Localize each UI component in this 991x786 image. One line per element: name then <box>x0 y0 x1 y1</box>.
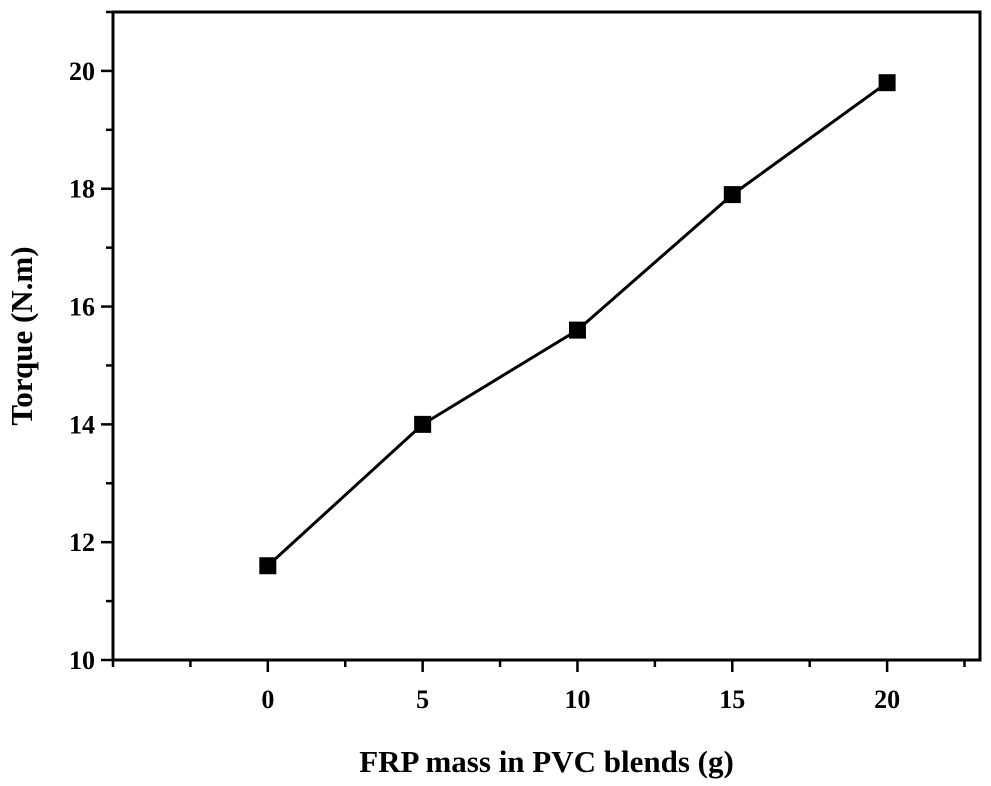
y-tick-label: 10 <box>69 646 95 675</box>
axis-ticks <box>101 10 966 672</box>
data-point-marker <box>723 186 741 204</box>
x-tick-label: 0 <box>261 685 274 714</box>
data-point-marker <box>878 74 896 92</box>
y-tick-label: 12 <box>69 528 95 557</box>
y-tick-label: 18 <box>69 175 95 204</box>
data-point-marker <box>568 321 586 339</box>
y-axis-title: Torque (N.m) <box>4 246 39 425</box>
series-line-segment <box>576 193 734 332</box>
tick-labels: 0 5 10 15 20 10 12 14 16 18 20 <box>69 57 900 714</box>
series-line-segment <box>731 81 888 196</box>
y-tick-label: 14 <box>69 410 95 439</box>
series-line-segment <box>421 328 579 426</box>
x-tick-label: 10 <box>564 685 590 714</box>
y-tick-label: 20 <box>69 57 95 86</box>
series-line-segment <box>266 423 424 567</box>
plot-frame <box>111 10 982 662</box>
data-point-marker <box>414 415 432 433</box>
x-tick-label: 5 <box>416 685 429 714</box>
x-tick-label: 20 <box>874 685 900 714</box>
x-axis-title: FRP mass in PVC blends (g) <box>359 744 734 779</box>
plot-border <box>111 10 982 662</box>
data-point-marker <box>259 557 277 575</box>
y-tick-label: 16 <box>69 293 95 322</box>
series-torque <box>259 74 896 575</box>
x-tick-label: 15 <box>719 685 745 714</box>
